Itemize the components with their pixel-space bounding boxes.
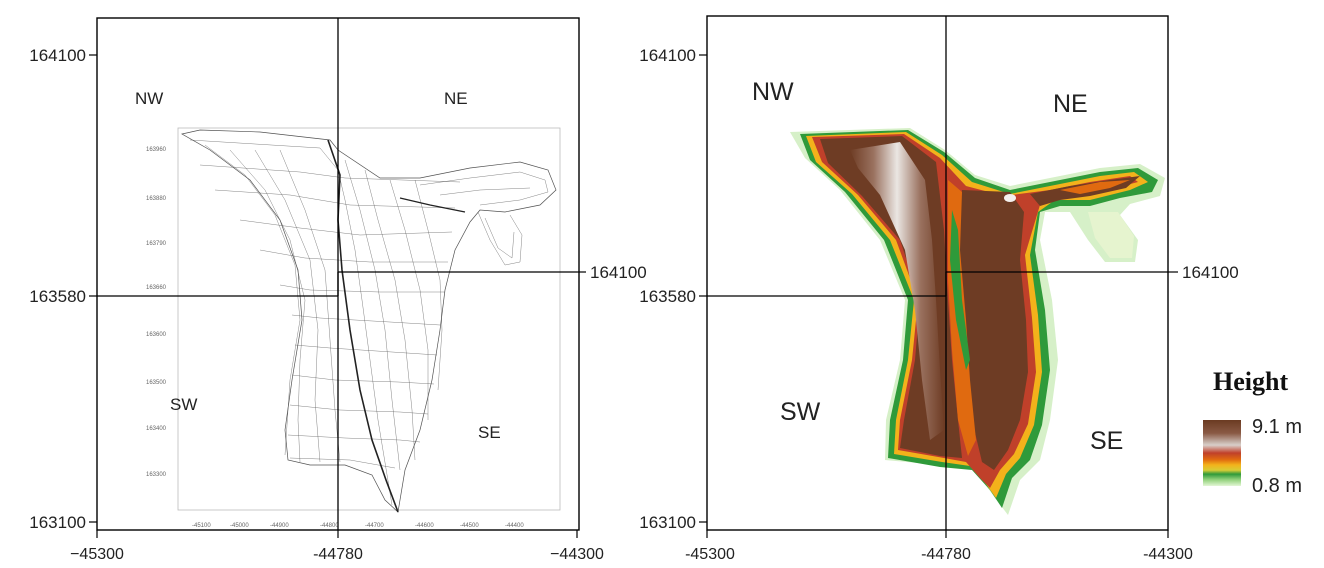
right-quadrant-nw-label: NW <box>752 78 794 106</box>
inner-x-tick: -44400 <box>505 523 524 529</box>
right-y-tick-label: 164100 <box>639 46 696 65</box>
legend-color-ramp <box>1203 420 1241 486</box>
left-inner-frame <box>177 127 561 511</box>
left-x-tick-label: -44780 <box>313 546 363 563</box>
right-x-tick-label: -44300 <box>1143 546 1193 563</box>
inner-y-tick: 163400 <box>146 426 167 432</box>
left-y-tick-label: 163580 <box>29 287 86 306</box>
inner-y-tick: 163790 <box>146 241 167 247</box>
inner-x-tick: -45000 <box>230 523 249 529</box>
inner-x-tick: -44700 <box>365 523 384 529</box>
right-quadrant-ne-label: NE <box>1053 90 1088 118</box>
right-map-frame <box>706 15 1169 531</box>
left-x-tick-label: −44300 <box>550 546 604 563</box>
inner-x-tick: -44900 <box>270 523 289 529</box>
left-quadrant-se-label: SE <box>478 423 501 442</box>
legend-min-label: 0.8 m <box>1252 475 1302 497</box>
left-quadrant-nw-label: NW <box>135 89 163 108</box>
left-quadrant-sw-label: SW <box>170 395 197 414</box>
right-y-tick-label: 163100 <box>639 513 696 532</box>
left-x-tick-label: −45300 <box>70 546 124 563</box>
inner-x-tick: -44600 <box>415 523 434 529</box>
inner-y-tick: 163880 <box>146 196 167 202</box>
inner-x-tick: -45100 <box>192 523 211 529</box>
inner-y-tick: 163660 <box>146 285 167 291</box>
inner-y-tick: 163960 <box>146 147 167 153</box>
right-x-tick-label: -44780 <box>921 546 971 563</box>
left-y-tick-label: 163100 <box>29 513 86 532</box>
height-legend: Height 9.1 m 0.8 m <box>1203 367 1302 497</box>
left-quadrant-ne-label: NE <box>444 89 468 108</box>
inner-y-tick: 163600 <box>146 332 167 338</box>
inner-x-tick: -44500 <box>460 523 479 529</box>
legend-max-label: 9.1 m <box>1252 416 1302 438</box>
right-quadrant-se-label: SE <box>1090 427 1123 455</box>
legend-title: Height <box>1213 367 1288 396</box>
left-right-y-tick-label: 164100 <box>590 263 647 282</box>
right-quadrant-sw-label: SW <box>780 398 821 426</box>
inner-y-tick: 163500 <box>146 380 167 386</box>
survey-tracks <box>181 129 557 513</box>
right-right-y-tick-label: 164100 <box>1182 263 1239 282</box>
inner-y-tick: 163300 <box>146 472 167 478</box>
left-map-panel: -45100 -45000 -44900 -44800 -44700 -4460… <box>29 17 647 563</box>
right-map-panel: 164100 163580 163100 164100 -45300 -4478… <box>639 15 1239 563</box>
left-inner-y-tick-labels: 163960 163880 163790 163660 163600 16350… <box>146 147 167 478</box>
left-y-tick-label: 164100 <box>29 46 86 65</box>
right-x-tick-label: -45300 <box>685 546 735 563</box>
right-y-tick-label: 163580 <box>639 287 696 306</box>
elevation-raster <box>790 128 1165 515</box>
left-inner-x-tick-labels: -45100 -45000 -44900 -44800 -44700 -4460… <box>192 523 524 529</box>
inner-x-tick: -44800 <box>320 523 339 529</box>
